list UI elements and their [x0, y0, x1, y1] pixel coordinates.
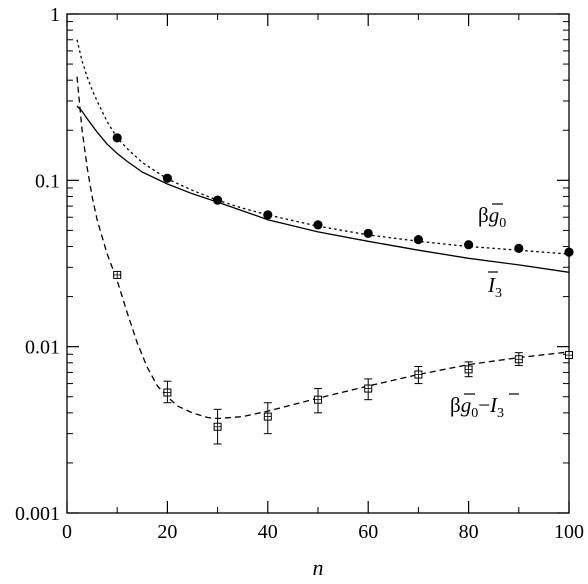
annotation-bg0-sub: 0 [499, 216, 506, 231]
x-tick-label: 100 [554, 521, 584, 543]
series-line-dashed [76, 76, 570, 420]
data-point-bg0 [564, 247, 574, 257]
annotation-diff-main2: I [489, 393, 498, 417]
x-tick-label: 80 [459, 521, 479, 543]
data-point-bg0 [313, 220, 323, 230]
annotation-i3-main: I [487, 273, 496, 297]
y-tick-label: 1 [50, 4, 60, 26]
y-tick-label: 0.001 [15, 503, 60, 525]
y-tick-labels: 0.001 0.01 0.1 1 [15, 4, 60, 525]
series-line-solid [76, 105, 570, 273]
series-group [76, 39, 570, 420]
data-point-bg0 [464, 240, 474, 250]
data-point-bg0 [162, 173, 172, 183]
data-point-bg0 [263, 210, 273, 220]
plot-frame [66, 13, 570, 514]
annotation-diff-prefix: β [450, 393, 461, 417]
marker-group [112, 133, 574, 445]
y-tick-label: 0.01 [25, 337, 60, 359]
x-tick-label: 0 [62, 521, 72, 543]
x-tick-label: 40 [258, 521, 278, 543]
annotation-bg0-main: g [489, 203, 500, 227]
x-tick-label: 20 [157, 521, 177, 543]
data-point-bg0 [363, 228, 373, 238]
annotation-bg0: βg0 [478, 203, 506, 231]
annotation-diff-minus: − [478, 393, 490, 417]
x-tick-label: 60 [358, 521, 378, 543]
x-axis-title: n [313, 555, 324, 580]
x-tick-labels: 0 20 40 60 80 100 [62, 521, 584, 543]
annotation-diff: βg0−I3 [450, 393, 504, 421]
data-point-bg0 [112, 133, 122, 143]
annotation-diff-sub: 0 [471, 406, 478, 421]
data-point-bg0 [514, 243, 524, 253]
data-point-bg0 [413, 235, 423, 245]
annotation-diff-sub2: 3 [497, 406, 504, 421]
axis-ticks [66, 13, 570, 514]
annotation-diff-main: g [461, 393, 472, 417]
annotation-i3-sub: 3 [495, 286, 502, 301]
y-tick-label: 0.1 [35, 170, 60, 192]
annotation-bg0-prefix: β [478, 203, 489, 227]
data-point-bg0 [213, 195, 223, 205]
annotation-i3: I3 [487, 273, 502, 301]
